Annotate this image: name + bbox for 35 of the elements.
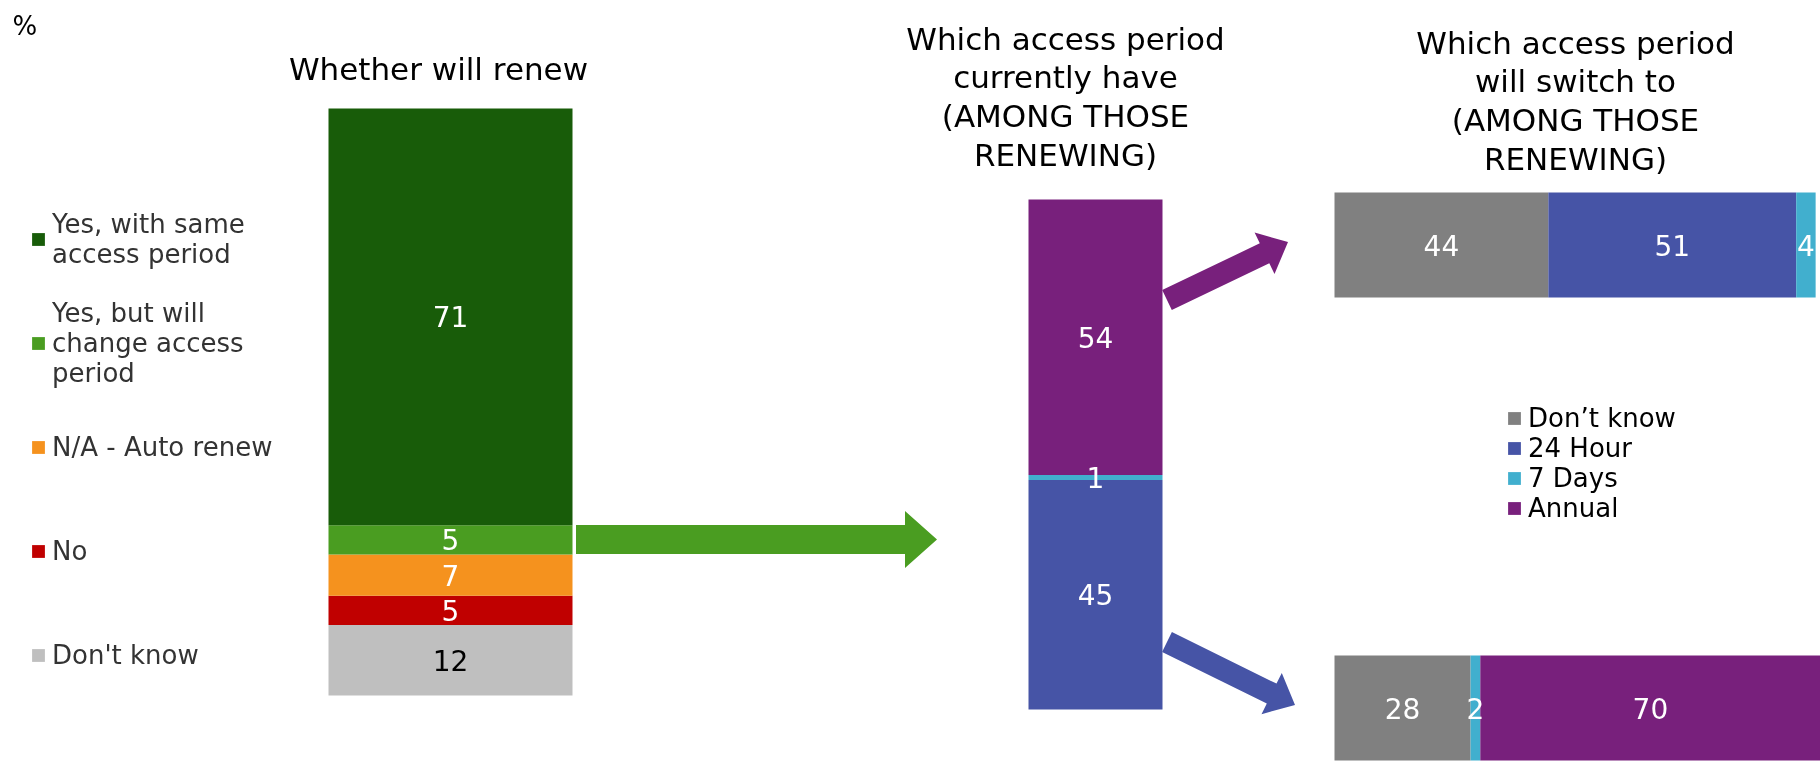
legend-label: Don’t know: [1528, 403, 1676, 433]
legend-label: No: [52, 535, 88, 568]
legend-label: Yes, but will change access period: [52, 297, 244, 390]
data-label: 71: [432, 301, 469, 335]
data-label: 51: [1654, 229, 1691, 263]
bar: [328, 595, 573, 626]
legend-label: Yes, with same access period: [52, 208, 245, 271]
data-label: 5: [441, 594, 460, 628]
bar: [328, 554, 573, 596]
data-label: 5: [441, 524, 460, 558]
bar: [1548, 192, 1797, 298]
data-label: 4: [1797, 229, 1815, 263]
bar: [1480, 655, 1820, 761]
legend-label: 24 Hour: [1528, 433, 1632, 463]
bar: [328, 625, 573, 696]
bar: [1334, 192, 1549, 298]
legend-label: Annual: [1528, 493, 1619, 523]
data-label: 54: [1077, 321, 1114, 355]
legend-label: Don't know: [52, 639, 199, 672]
data-label: 44: [1423, 229, 1460, 263]
bar: [328, 525, 573, 555]
data-label: 7: [441, 559, 460, 593]
data-label: 12: [432, 644, 469, 678]
data-label: 70: [1632, 692, 1669, 726]
data-label: 1: [1086, 461, 1105, 495]
text: %: [12, 10, 38, 41]
bar: [1796, 192, 1816, 298]
text: Which access period will switch to (AMONG THOSE RENEWING): [1416, 24, 1735, 178]
legend-label: 7 Days: [1528, 463, 1618, 493]
data-label: 45: [1077, 579, 1114, 613]
chart-title: Whether will renew: [288, 50, 589, 87]
data-label: 28: [1384, 692, 1421, 726]
legend-label: N/A - Auto renew: [52, 431, 273, 464]
bar: [328, 108, 573, 526]
chart-title: Which access period currently have (AMONG THOSE RENEWING): [906, 20, 1225, 174]
